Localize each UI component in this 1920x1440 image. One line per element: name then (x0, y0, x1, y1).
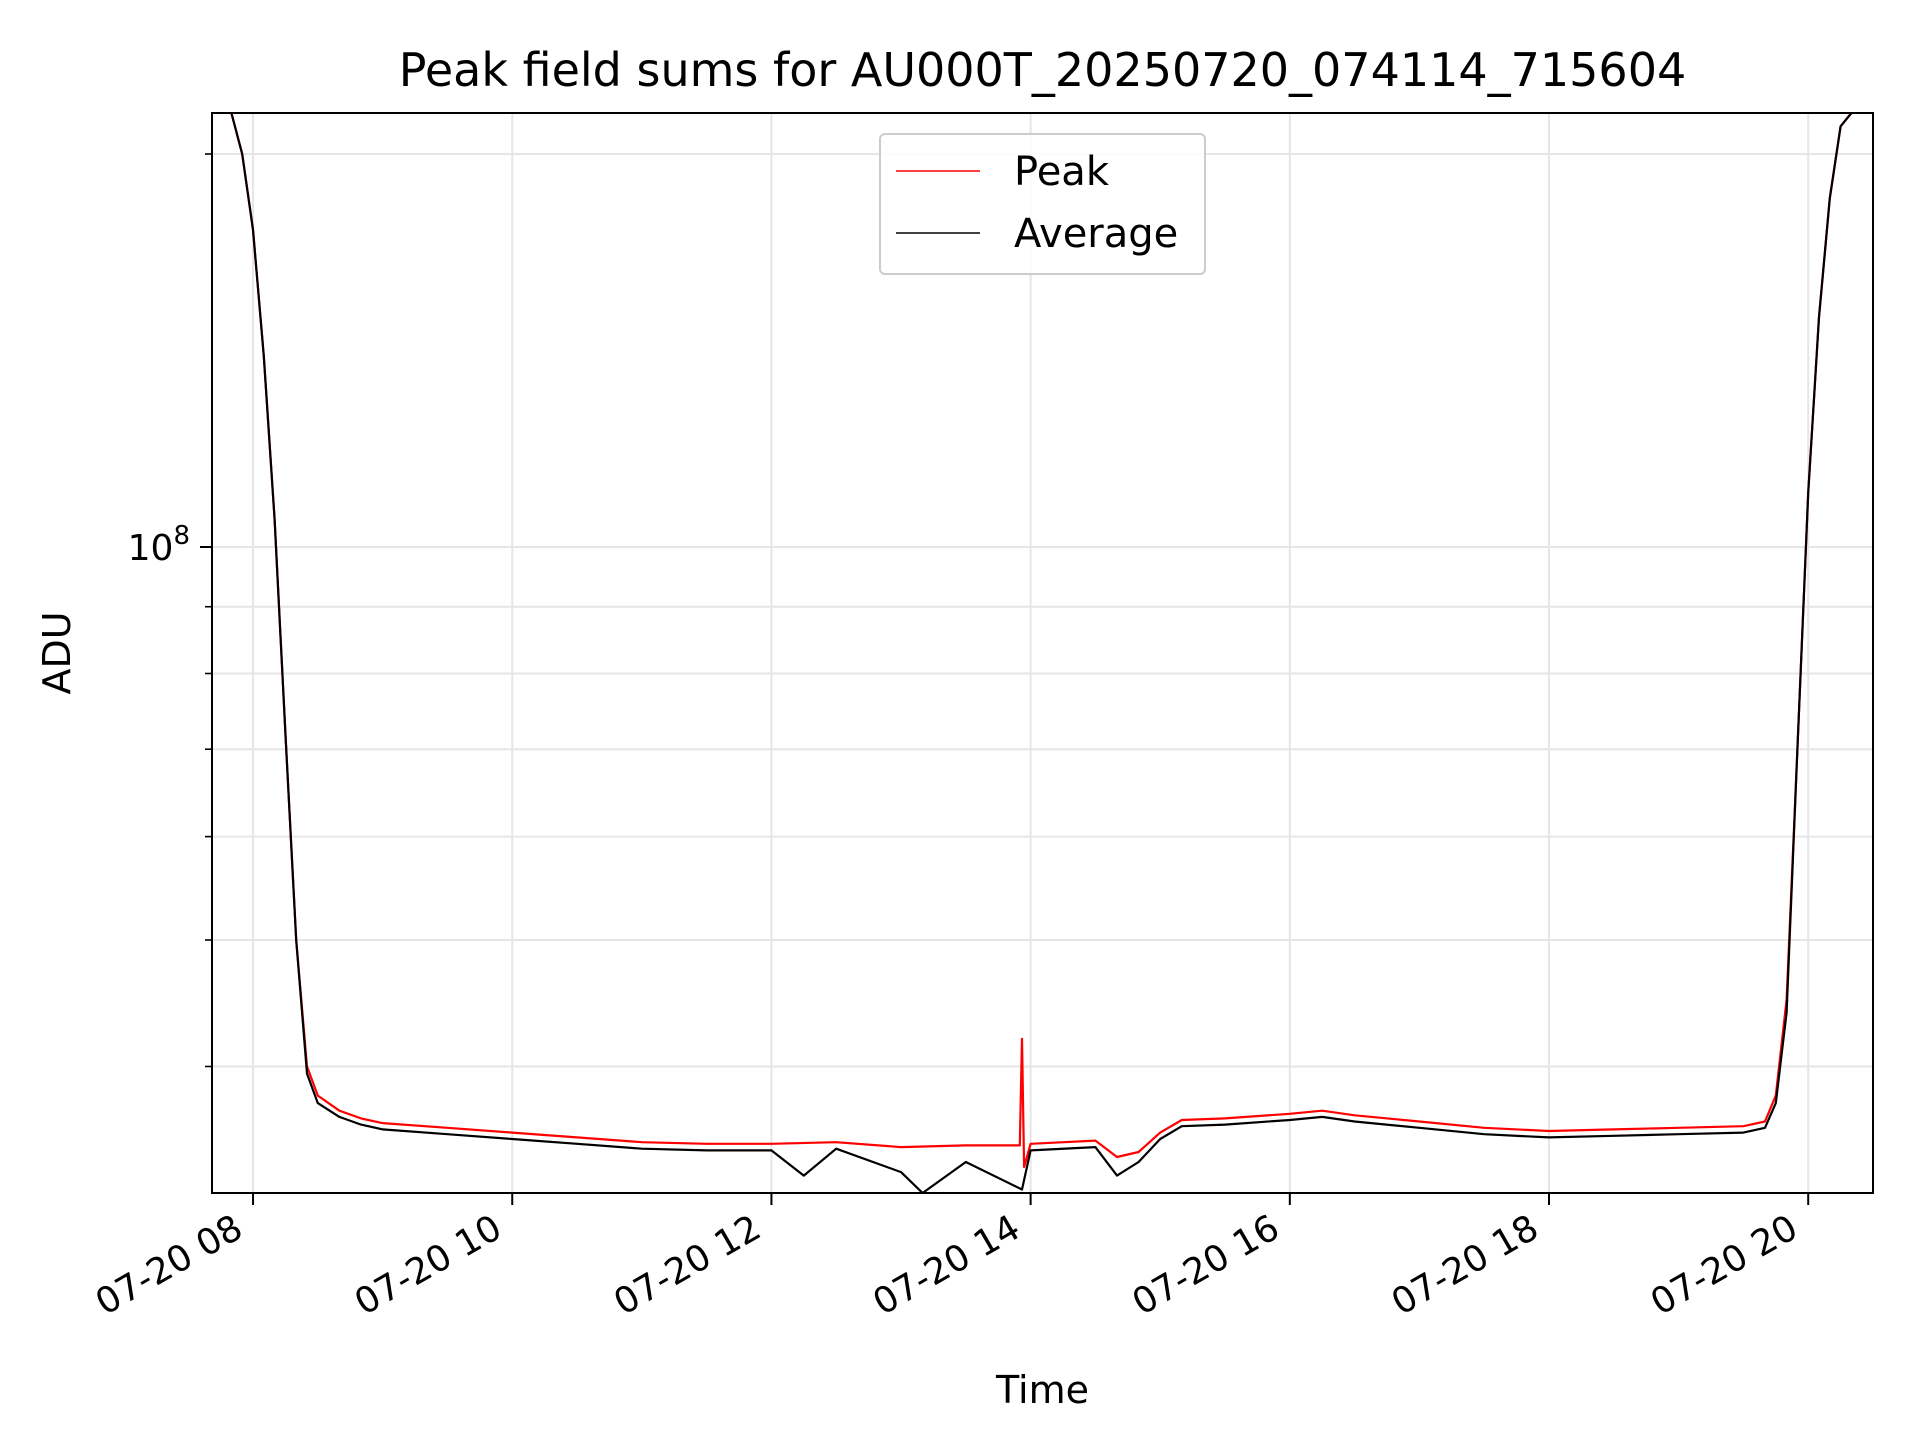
legend-label-average: Average (1014, 211, 1178, 257)
plot-frame (211, 112, 1874, 1194)
y-axis-label: ADU (35, 611, 79, 694)
legend: Peak Average (879, 133, 1206, 275)
y-tick-label: 108 (128, 521, 190, 569)
series-line-peak (230, 113, 1853, 1169)
chart-title: Peak field sums for AU000T_20250720_0741… (399, 43, 1686, 97)
legend-label-peak: Peak (1014, 149, 1110, 195)
x-axis-label: Time (995, 1368, 1089, 1412)
series-line-average (230, 113, 1853, 1193)
legend-box (879, 133, 1206, 275)
plot-lines (230, 113, 1853, 1193)
